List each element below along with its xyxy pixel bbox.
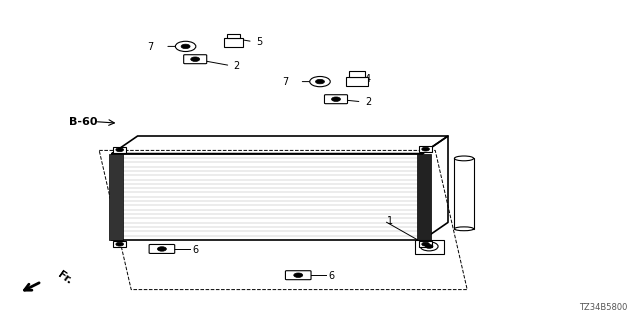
Bar xyxy=(109,154,123,240)
Text: 5: 5 xyxy=(256,37,262,47)
Circle shape xyxy=(422,242,429,246)
Ellipse shape xyxy=(454,156,474,161)
Text: Fr.: Fr. xyxy=(56,269,74,286)
Circle shape xyxy=(116,242,124,246)
Circle shape xyxy=(157,247,166,251)
Text: 3: 3 xyxy=(463,194,470,204)
Circle shape xyxy=(420,242,438,251)
FancyBboxPatch shape xyxy=(324,95,348,104)
Bar xyxy=(227,34,240,38)
Circle shape xyxy=(310,76,330,87)
Ellipse shape xyxy=(454,227,474,231)
Circle shape xyxy=(422,147,429,151)
Bar xyxy=(349,71,365,77)
FancyBboxPatch shape xyxy=(184,55,207,64)
Text: 1: 1 xyxy=(387,216,394,227)
Bar xyxy=(113,147,126,153)
Bar xyxy=(419,241,432,247)
Bar xyxy=(454,158,474,229)
Text: 6: 6 xyxy=(192,244,198,255)
Circle shape xyxy=(175,41,196,52)
Circle shape xyxy=(316,79,324,84)
FancyBboxPatch shape xyxy=(149,244,175,253)
Text: TZ34B5800: TZ34B5800 xyxy=(579,303,627,312)
Circle shape xyxy=(116,148,124,152)
Text: 7: 7 xyxy=(147,42,154,52)
Bar xyxy=(224,38,243,47)
Circle shape xyxy=(181,44,190,49)
Text: B-60: B-60 xyxy=(69,116,97,127)
Bar xyxy=(346,77,368,86)
Circle shape xyxy=(294,273,303,277)
Circle shape xyxy=(191,57,200,61)
Text: 2: 2 xyxy=(365,97,371,108)
Text: 4: 4 xyxy=(365,74,371,84)
FancyBboxPatch shape xyxy=(285,271,311,280)
Text: 2: 2 xyxy=(234,61,240,71)
Circle shape xyxy=(426,244,433,248)
Bar xyxy=(419,146,432,152)
Bar xyxy=(113,241,126,247)
Bar xyxy=(415,240,444,254)
Circle shape xyxy=(332,97,340,101)
Text: 7: 7 xyxy=(282,77,288,87)
Bar xyxy=(417,154,431,240)
Text: 6: 6 xyxy=(328,271,335,281)
